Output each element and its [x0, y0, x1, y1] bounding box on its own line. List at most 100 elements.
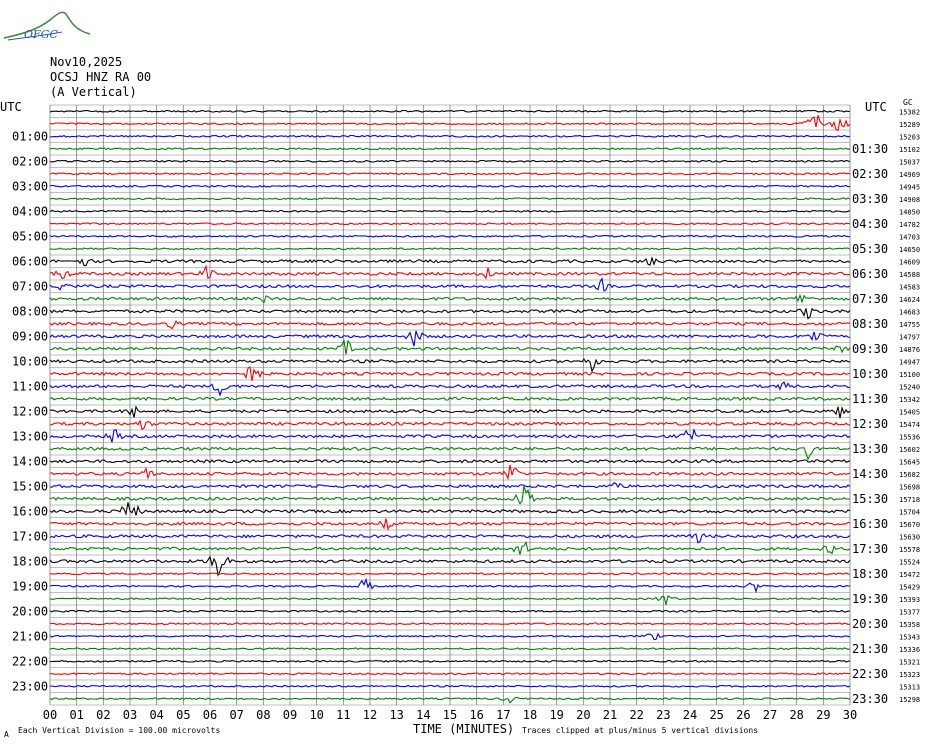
corner-mark: A [4, 730, 9, 739]
half-hour-label-right: 17:30 [852, 542, 888, 556]
x-tick-label: 04 [149, 708, 163, 722]
trace-line [49, 184, 851, 188]
trace-line [49, 147, 851, 151]
half-hour-label-right: 21:30 [852, 642, 888, 656]
trace-line [49, 647, 851, 651]
trace-offset-label: 14797 [899, 333, 920, 341]
x-tick-label: 10 [309, 708, 323, 722]
hour-label-left: 11:00 [12, 379, 48, 393]
half-hour-label-right: 15:30 [852, 492, 888, 506]
x-tick-label: 00 [43, 708, 57, 722]
x-tick-label: 07 [229, 708, 243, 722]
trace-offset-label: 15336 [899, 646, 920, 654]
ofgc-logo [3, 11, 91, 41]
logo-text: OFGC [24, 28, 58, 41]
x-tick-label: 15 [443, 708, 457, 722]
trace-offset-label: 15343 [899, 633, 920, 641]
trace-offset-label: 15578 [899, 546, 920, 554]
trace-offset-label: 14782 [899, 221, 920, 229]
trace-line [49, 555, 851, 577]
trace-offset-label: 14703 [899, 233, 920, 241]
hour-label-left: 20:00 [12, 604, 48, 618]
x-tick-label: 18 [523, 708, 537, 722]
trace-offset-label: 15682 [899, 471, 920, 479]
hour-label-left: 06:00 [12, 254, 48, 268]
traces [49, 109, 851, 704]
x-tick-label: 14 [416, 708, 430, 722]
x-tick-label: 28 [789, 708, 803, 722]
trace-line [49, 134, 851, 138]
x-tick-label: 26 [736, 708, 750, 722]
trace-line [49, 533, 851, 544]
trace-line [49, 446, 851, 461]
hour-label-left: 04:00 [12, 204, 48, 218]
half-hour-label-right: 06:30 [852, 267, 888, 281]
trace-line [49, 684, 851, 688]
trace-offset-label: 15405 [899, 408, 920, 416]
trace-offset-label: 15474 [899, 421, 920, 429]
hour-label-left: 19:00 [12, 579, 48, 593]
trace-line [49, 172, 851, 176]
clip-note: Traces clipped at plus/minus 5 vertical … [522, 726, 759, 735]
trace-line [49, 622, 851, 626]
hour-label-left: 10:00 [12, 354, 48, 368]
trace-offset-label: 15429 [899, 583, 920, 591]
hour-label-left: 02:00 [12, 154, 48, 168]
trace-offset-label: 15203 [899, 133, 920, 141]
trace-offset-label: 15536 [899, 433, 920, 441]
trace-line [49, 197, 851, 201]
trace-line [49, 358, 851, 373]
x-tick-label: 23 [656, 708, 670, 722]
trace-line [49, 264, 851, 280]
half-hour-label-right: 16:30 [852, 517, 888, 531]
trace-offset-label: 15358 [899, 621, 920, 629]
trace-line [49, 320, 851, 330]
trace-line [49, 518, 851, 531]
hour-label-left: 14:00 [12, 454, 48, 468]
x-tick-label: 02 [96, 708, 110, 722]
trace-offset-label: 15102 [899, 146, 920, 154]
trace-offset-label: 15321 [899, 658, 920, 666]
x-tick-label: 19 [549, 708, 563, 722]
trace-line [49, 577, 851, 594]
trace-line [49, 338, 851, 355]
x-tick-label: 01 [69, 708, 83, 722]
hour-label-left: 01:00 [12, 129, 48, 143]
half-hour-label-right: 04:30 [852, 217, 888, 231]
hour-label-left: 15:00 [12, 479, 48, 493]
trace-offset-label: 15298 [899, 696, 920, 704]
trace-line [50, 659, 851, 663]
half-hour-label-right: 13:30 [852, 442, 888, 456]
x-tick-label: 17 [496, 708, 510, 722]
trace-offset-label: 14609 [899, 258, 920, 266]
trace-offset-label: 15323 [899, 671, 920, 679]
trace-offset-label: 14908 [899, 196, 920, 204]
half-hour-label-right: 07:30 [852, 292, 888, 306]
trace-offset-label: 15704 [899, 508, 920, 516]
x-tick-label: 09 [283, 708, 297, 722]
half-hour-label-right: 05:30 [852, 242, 888, 256]
trace-line [49, 540, 851, 555]
trace-line [49, 595, 851, 605]
right-top-label: GC [903, 98, 913, 107]
half-hour-label-right: 08:30 [852, 317, 888, 331]
trace-line [49, 485, 851, 505]
trace-offset-label: 15645 [899, 458, 920, 466]
hour-label-left: 13:00 [12, 429, 48, 443]
x-tick-label: 06 [203, 708, 217, 722]
hour-label-left: 12:00 [12, 404, 48, 418]
trace-offset-label: 15377 [899, 608, 920, 616]
x-tick-label: 08 [256, 708, 270, 722]
half-hour-label-right: 03:30 [852, 192, 888, 206]
x-tick-label: 20 [576, 708, 590, 722]
trace-offset-label: 15472 [899, 571, 920, 579]
half-hour-label-right: 14:30 [852, 467, 888, 481]
left-utc-title: UTC [0, 100, 22, 114]
x-tick-label: 12 [363, 708, 377, 722]
right-utc-title: UTC [865, 100, 887, 114]
trace-line [49, 330, 851, 347]
trace-offset-label: 14755 [899, 321, 920, 329]
station-label: OCSJ HNZ RA 00 [50, 70, 152, 84]
half-hour-label-right: 10:30 [852, 367, 888, 381]
x-tick-label: 25 [709, 708, 723, 722]
